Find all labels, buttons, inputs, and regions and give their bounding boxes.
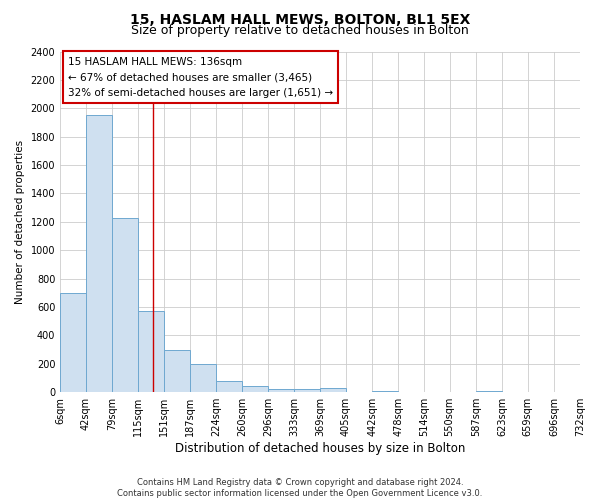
- Bar: [216, 381, 242, 392]
- Bar: [295, 388, 320, 392]
- Bar: [242, 386, 268, 392]
- Y-axis label: Number of detached properties: Number of detached properties: [15, 140, 25, 304]
- Text: 15 HASLAM HALL MEWS: 136sqm
← 67% of detached houses are smaller (3,465)
32% of : 15 HASLAM HALL MEWS: 136sqm ← 67% of det…: [68, 56, 333, 98]
- X-axis label: Distribution of detached houses by size in Bolton: Distribution of detached houses by size …: [175, 442, 465, 455]
- Bar: [320, 388, 346, 392]
- Bar: [268, 388, 295, 392]
- Bar: [138, 310, 164, 392]
- Bar: [190, 364, 216, 392]
- Text: Size of property relative to detached houses in Bolton: Size of property relative to detached ho…: [131, 24, 469, 37]
- Bar: [164, 350, 190, 392]
- Bar: [60, 293, 86, 392]
- Bar: [86, 116, 112, 392]
- Bar: [373, 391, 398, 392]
- Text: 15, HASLAM HALL MEWS, BOLTON, BL1 5EX: 15, HASLAM HALL MEWS, BOLTON, BL1 5EX: [130, 12, 470, 26]
- Bar: [112, 218, 138, 392]
- Bar: [476, 391, 502, 392]
- Text: Contains HM Land Registry data © Crown copyright and database right 2024.
Contai: Contains HM Land Registry data © Crown c…: [118, 478, 482, 498]
